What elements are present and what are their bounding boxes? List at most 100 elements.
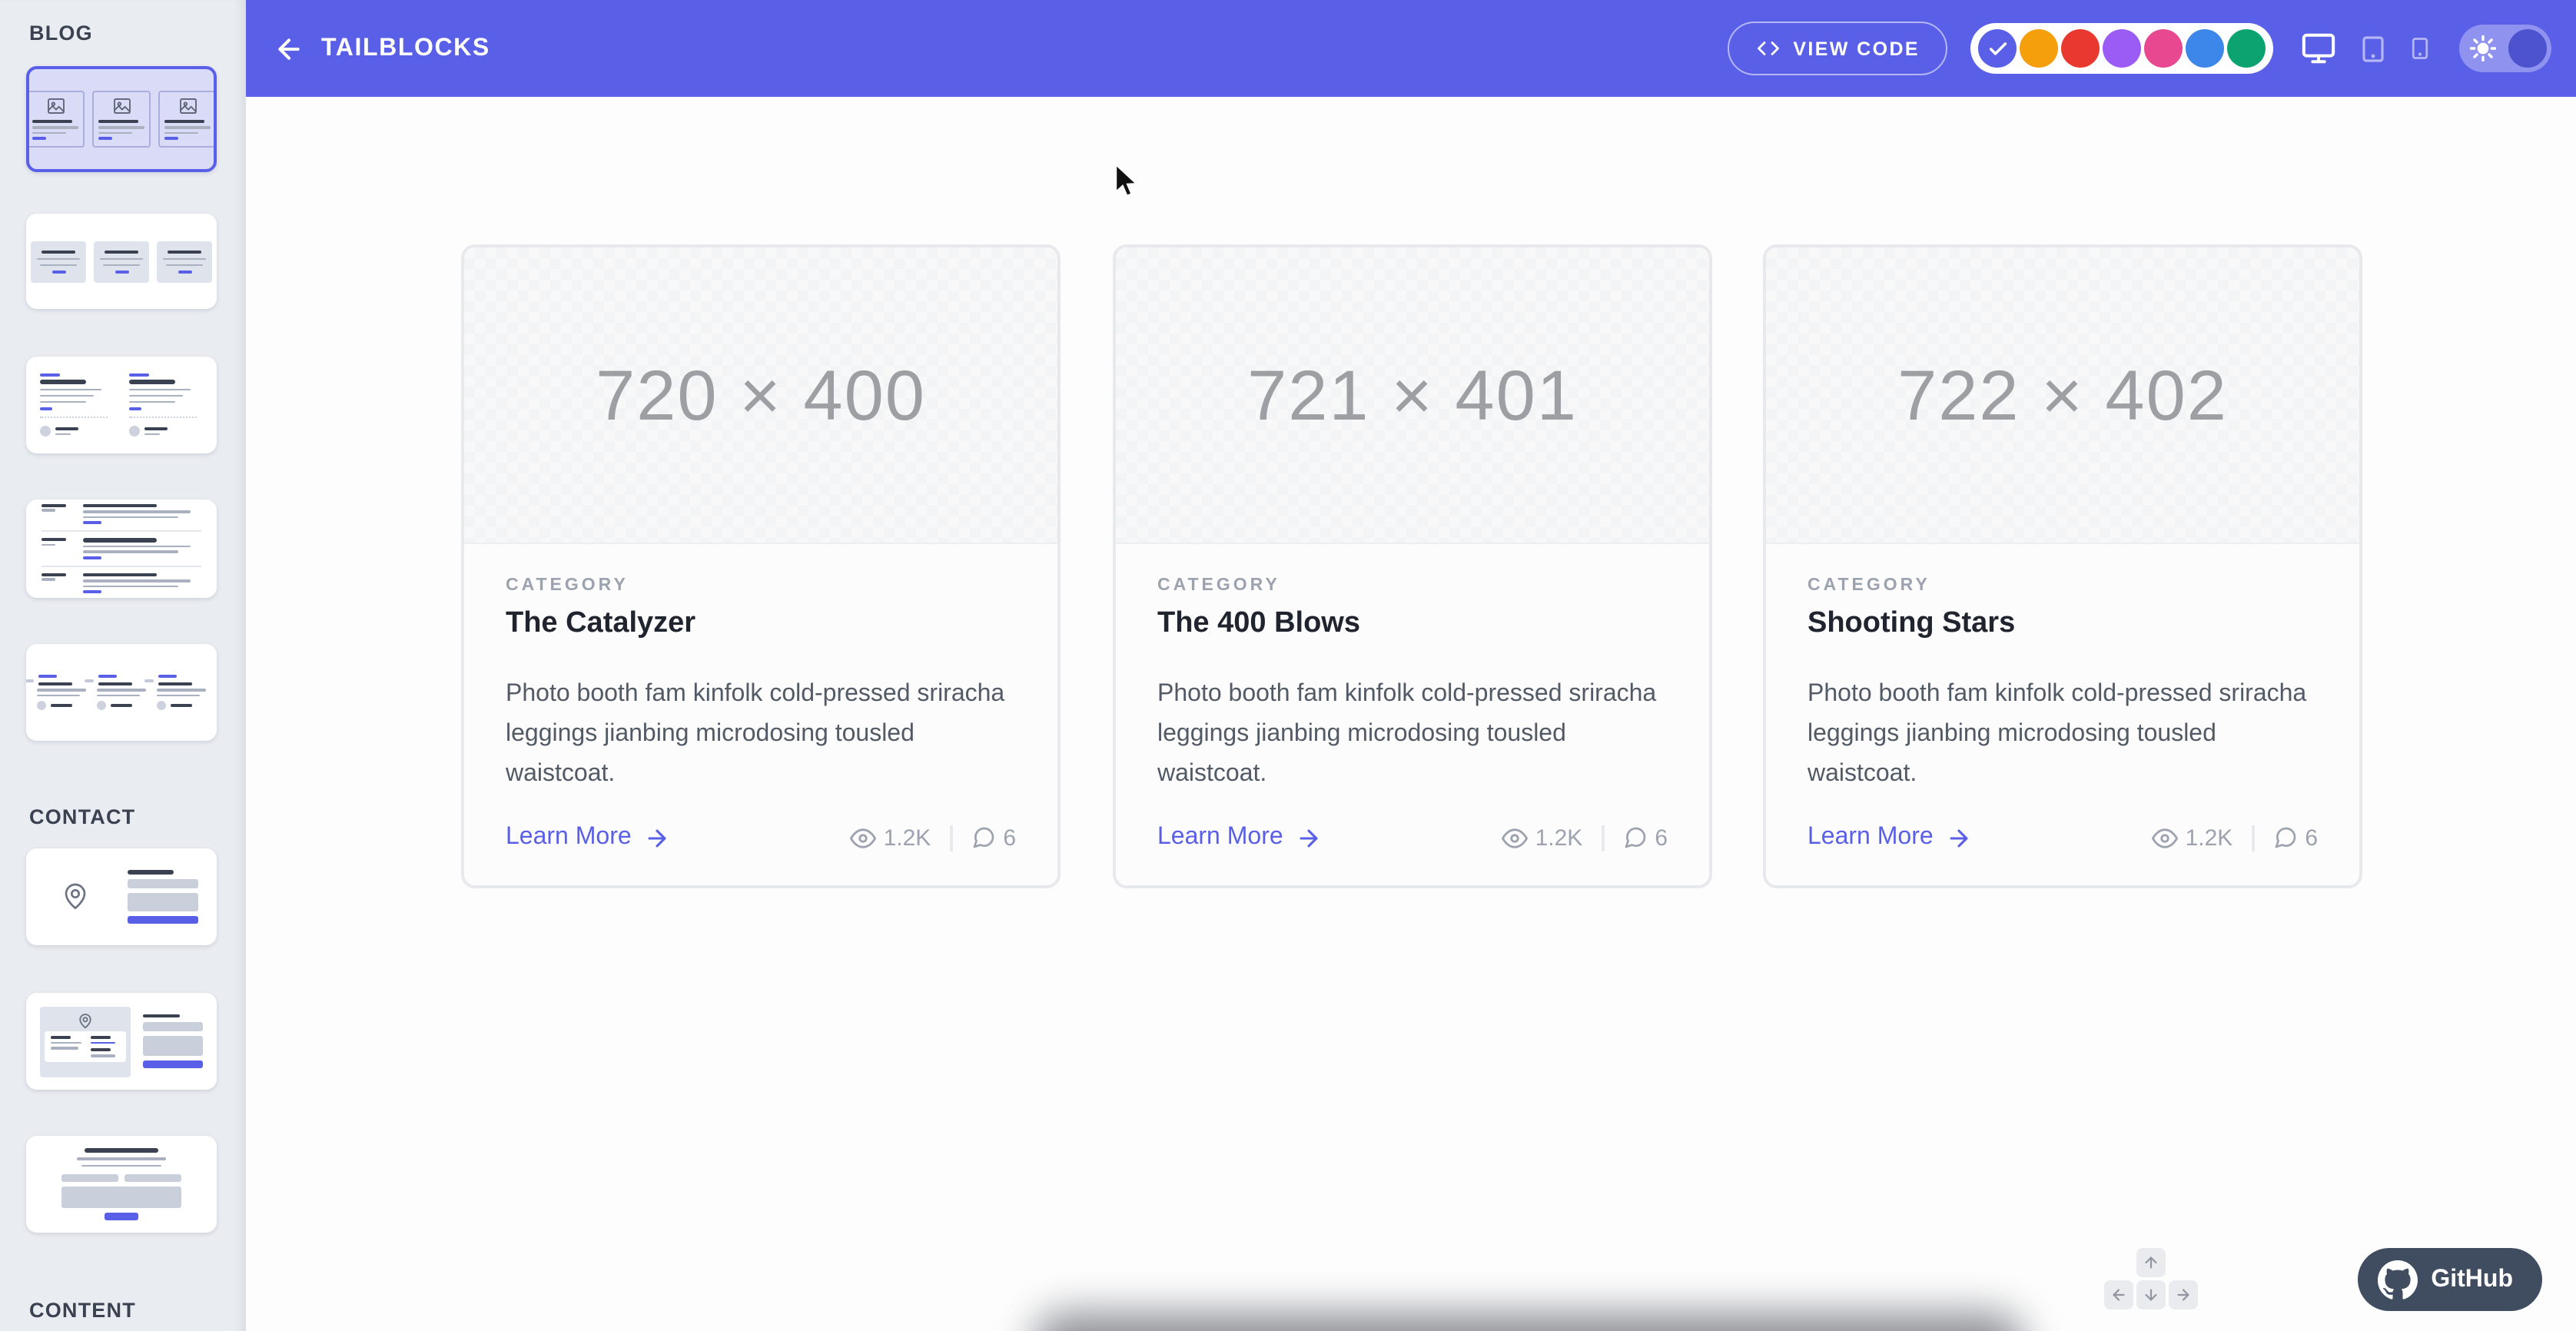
below-fold-shadow: [1033, 1313, 2024, 1331]
mobile-icon[interactable]: [2408, 32, 2432, 65]
eye-icon: [2151, 828, 2178, 848]
avatar: [129, 425, 140, 436]
card-category: CATEGORY: [1808, 576, 1930, 595]
wireframe-form: [142, 1014, 203, 1069]
desktop-icon[interactable]: [2299, 31, 2338, 66]
arrow-left-key[interactable]: [2104, 1280, 2133, 1309]
arrow-up-key[interactable]: [2136, 1248, 2166, 1277]
comments-count: 6: [2305, 825, 2318, 851]
theme-color-picker: [1970, 23, 2273, 74]
arrow-right-icon: [1950, 828, 1968, 847]
color-swatch-orange[interactable]: [2020, 29, 2058, 68]
arrow-right-icon: [648, 828, 666, 847]
wireframe-card: [92, 90, 151, 148]
sidebar-thumbnail-blog-three-columns-text[interactable]: [26, 214, 217, 309]
toggle-knob: [2508, 29, 2547, 68]
sidebar-section-label-content: CONTENT: [29, 1299, 136, 1322]
wireframe-card: [26, 675, 86, 710]
card-title: The 400 Blows: [1157, 607, 1360, 639]
image-icon: [179, 98, 196, 114]
sidebar: BLOG: [0, 0, 246, 1331]
sidebar-thumbnail-contact-centered-form[interactable]: [26, 1136, 217, 1233]
color-swatch-red[interactable]: [2061, 29, 2100, 68]
device-preview-toggles: [2299, 31, 2432, 66]
sidebar-thumbnail-blog-two-columns-authors[interactable]: [26, 357, 217, 453]
arrow-right-icon: [1300, 828, 1318, 847]
view-code-button[interactable]: VIEW CODE: [1727, 22, 1947, 75]
learn-more-link[interactable]: Learn More: [506, 824, 670, 851]
card-description: Photo booth fam kinfolk cold-pressed sri…: [1157, 681, 1657, 787]
comments-count: 6: [1655, 825, 1668, 851]
arrow-left-icon: [278, 38, 300, 59]
wireframe-card: [31, 241, 86, 282]
card-description: Photo booth fam kinfolk cold-pressed sri…: [506, 681, 1005, 787]
blog-card: 721 × 401 CATEGORY The 400 Blows Photo b…: [1113, 244, 1712, 888]
color-swatch-purple[interactable]: [2103, 29, 2141, 68]
wireframe-card: [144, 675, 206, 710]
wireframe-row: [41, 538, 201, 559]
check-icon: [1988, 41, 2007, 55]
views-count: 1.2K: [2185, 825, 2233, 851]
avatar: [40, 425, 51, 436]
wireframe-card: [29, 90, 85, 148]
preview-canvas: 720 × 400 CATEGORY The Catalyzer Photo b…: [246, 97, 2576, 1331]
learn-more-link[interactable]: Learn More: [1808, 824, 1972, 851]
wireframe-form: [26, 1148, 217, 1220]
views-count: 1.2K: [1535, 825, 1583, 851]
sidebar-thumbnail-blog-list-rows[interactable]: [26, 500, 217, 598]
placeholder-image: 720 × 400: [464, 247, 1057, 544]
comment-icon: [2274, 827, 2295, 848]
comment-icon: [972, 827, 994, 848]
color-swatch-indigo[interactable]: [1978, 29, 2017, 68]
wireframe-row: [41, 503, 201, 525]
placeholder-image: 721 × 401: [1116, 247, 1709, 544]
card-stats: 1.2K 6: [849, 825, 1016, 851]
sidebar-thumbnail-blog-three-columns-with-images[interactable]: [26, 66, 217, 172]
card-category: CATEGORY: [506, 576, 629, 595]
card-category: CATEGORY: [1157, 576, 1280, 595]
card-stats: 1.2K 6: [2151, 825, 2318, 851]
map-pin-icon: [45, 882, 106, 911]
color-swatch-blue[interactable]: [2186, 29, 2224, 68]
learn-more-link[interactable]: Learn More: [1157, 824, 1322, 851]
blog-card: 722 × 402 CATEGORY Shooting Stars Photo …: [1763, 244, 2362, 888]
wireframe-card: [85, 675, 146, 710]
top-bar: TAILBLOCKS VIEW CODE: [246, 0, 2576, 97]
wireframe-map: [40, 1006, 131, 1077]
back-home-link[interactable]: TAILBLOCKS: [274, 33, 490, 64]
card-title: The Catalyzer: [506, 607, 696, 639]
sidebar-section-label-contact: CONTACT: [29, 805, 136, 828]
dark-mode-toggle[interactable]: [2459, 25, 2551, 72]
arrow-right-key[interactable]: [2169, 1280, 2198, 1309]
wireframe-card: [129, 373, 203, 436]
sidebar-thumbnail-blog-three-columns-links[interactable]: [26, 644, 217, 741]
blog-card: 720 × 400 CATEGORY The Catalyzer Photo b…: [461, 244, 1061, 888]
comments-count: 6: [1003, 825, 1016, 851]
views-count: 1.2K: [883, 825, 931, 851]
image-icon: [47, 98, 64, 114]
card-description: Photo booth fam kinfolk cold-pressed sri…: [1808, 681, 2307, 787]
color-swatch-pink[interactable]: [2144, 29, 2183, 68]
wireframe-form: [128, 870, 198, 924]
arrow-down-key[interactable]: [2136, 1280, 2166, 1309]
github-button[interactable]: GitHub: [2357, 1248, 2542, 1311]
sidebar-section-label-blog: BLOG: [29, 22, 93, 45]
wireframe-card: [94, 241, 149, 282]
sidebar-thumbnail-contact-map-card-form[interactable]: [26, 993, 217, 1090]
github-icon: [2377, 1260, 2418, 1299]
sun-icon: [2470, 35, 2496, 61]
eye-icon: [849, 828, 876, 848]
wireframe-card: [40, 373, 114, 436]
tablet-icon[interactable]: [2359, 32, 2387, 65]
image-icon: [113, 98, 130, 114]
code-icon: [1757, 41, 1779, 55]
keyboard-nav-hint: [2104, 1248, 2199, 1311]
sidebar-thumbnail-contact-map-pin-form[interactable]: [26, 848, 217, 945]
color-swatch-green[interactable]: [2227, 29, 2266, 68]
wireframe-card: [157, 241, 212, 282]
comment-icon: [1624, 827, 1645, 848]
placeholder-image: 722 × 402: [1766, 247, 2359, 544]
card-title: Shooting Stars: [1808, 607, 2016, 639]
eye-icon: [1501, 828, 1528, 848]
